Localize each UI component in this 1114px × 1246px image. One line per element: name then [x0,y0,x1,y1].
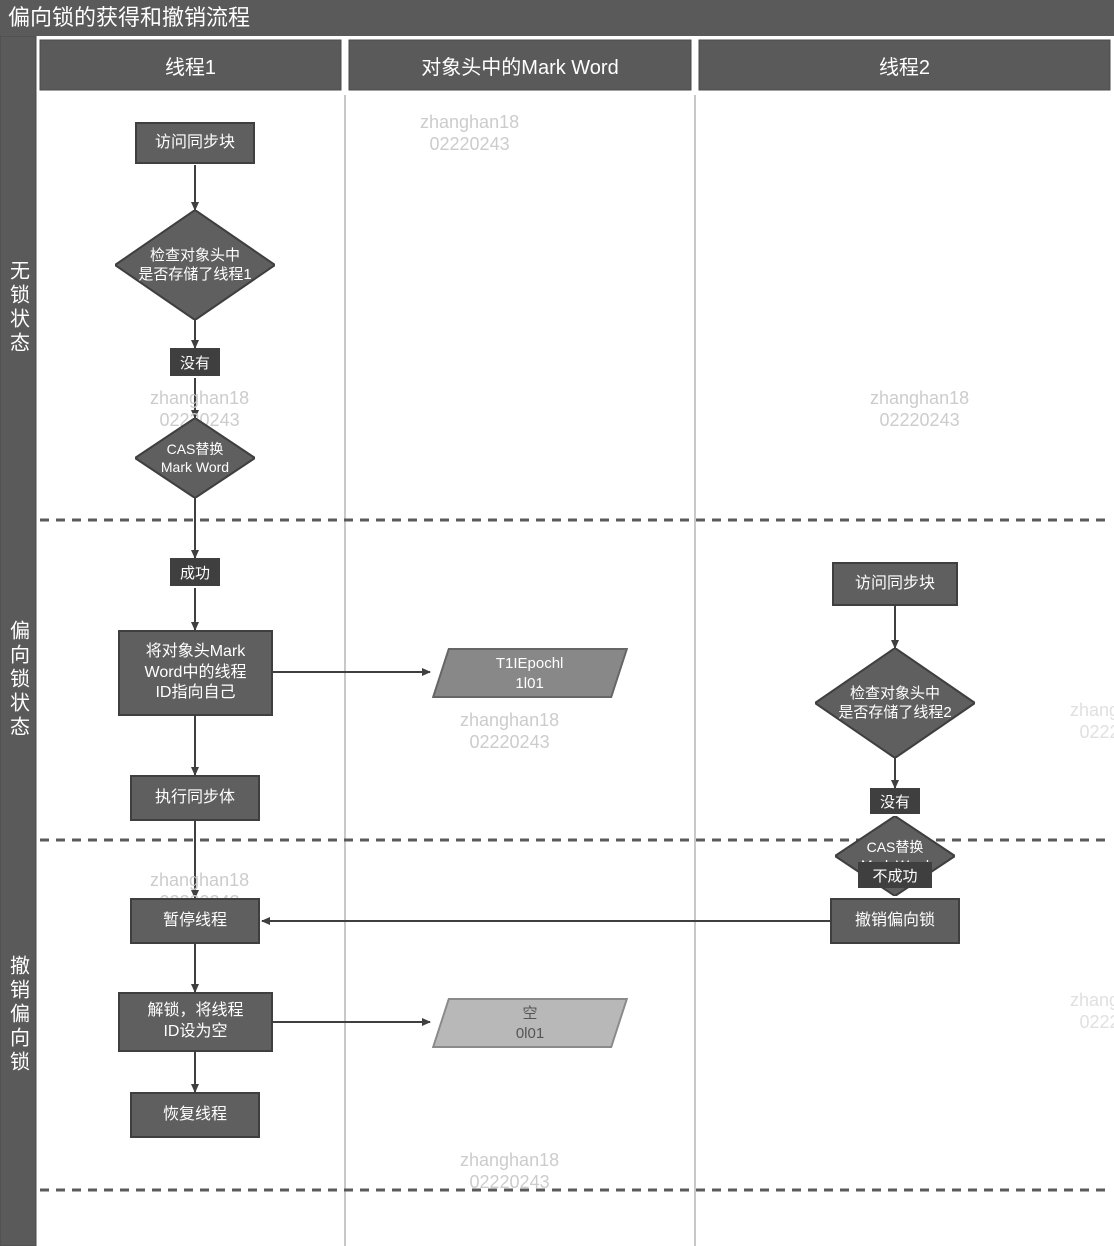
col-header-thread2: 线程2 [699,40,1110,90]
row-label-biased: 偏向锁状态 [0,520,36,840]
node-revoke-biased: 撤销偏向锁 [830,898,960,944]
row-label-lockfree: 无锁状态 [0,95,36,520]
node-cas-1: CAS替换 Mark Word [135,418,255,498]
col-header-markword: 对象头中的Mark Word [349,40,691,90]
diagram-title: 偏向锁的获得和撤销流程 [0,0,1114,36]
markword-empty: 空 0l01 [432,998,628,1048]
row-label-revoke: 撤销偏向锁 [0,840,36,1190]
diagram-lines [0,0,1114,1246]
watermark: zhanghan18 02220243 [460,1150,559,1193]
watermark: zhanghan18 02220243 [870,388,969,431]
node-check-thread2: 检查对象头中 是否存储了线程2 [815,648,975,758]
node-resume-thread: 恢复线程 [130,1092,260,1138]
col-header-thread1: 线程1 [40,40,341,90]
watermark: zhanghan18 02220243 [420,112,519,155]
label-no-1: 没有 [170,348,220,376]
watermark: zhanghan18 02220243 [1070,700,1114,743]
node-access-sync-2: 访问同步块 [832,562,958,606]
node-pause-thread: 暂停线程 [130,898,260,944]
label-success: 成功 [170,558,220,586]
node-set-threadid: 将对象头Mark Word中的线程 ID指向自己 [118,630,273,716]
watermark: zhanghan18 02220243 [1070,990,1114,1033]
node-check-thread1: 检查对象头中 是否存储了线程1 [115,210,275,320]
node-access-sync-1: 访问同步块 [135,122,255,164]
node-unlock: 解锁，将线程 ID设为空 [118,992,273,1052]
label-fail: 不成功 [858,862,932,888]
node-exec-sync: 执行同步体 [130,775,260,821]
label-no-2: 没有 [870,788,920,814]
watermark: zhanghan18 02220243 [460,710,559,753]
markword-t1: T1IEpochl 1l01 [432,648,628,698]
